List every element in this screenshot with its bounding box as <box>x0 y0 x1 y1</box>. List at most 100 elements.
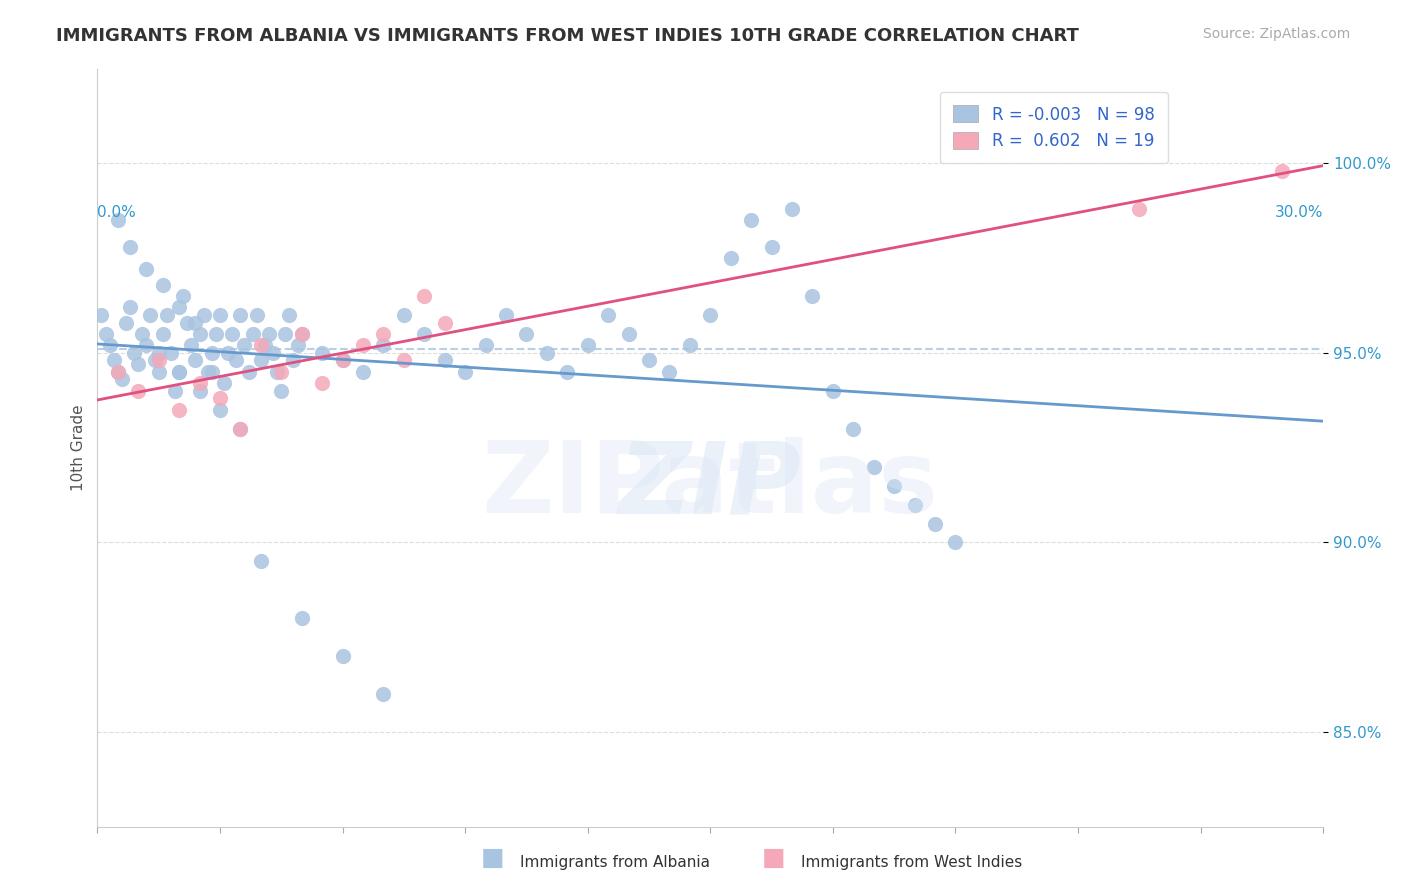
Point <box>740 213 762 227</box>
Point <box>127 384 149 398</box>
Point <box>139 308 162 322</box>
Point <box>167 365 190 379</box>
Point <box>167 301 190 315</box>
Point <box>278 308 301 322</box>
Point <box>98 338 121 352</box>
Text: Immigrants from West Indies: Immigrants from West Indies <box>801 855 1022 870</box>
Point <box>801 289 824 303</box>
Point <box>413 326 436 341</box>
Point <box>122 346 145 360</box>
Point <box>246 308 269 322</box>
Point <box>103 353 125 368</box>
Point <box>495 308 517 322</box>
Point <box>242 326 264 341</box>
Point <box>156 308 179 322</box>
Point <box>160 346 183 360</box>
Point <box>167 402 190 417</box>
Point <box>148 365 170 379</box>
Point <box>617 326 640 341</box>
Point <box>135 338 157 352</box>
Point <box>201 346 224 360</box>
Point <box>291 611 314 625</box>
Point <box>274 326 297 341</box>
Point <box>332 649 354 664</box>
Point <box>94 326 117 341</box>
Point <box>208 308 231 322</box>
Point <box>163 384 186 398</box>
Point <box>118 301 141 315</box>
Point <box>229 422 252 436</box>
Text: ■: ■ <box>481 846 503 870</box>
Point <box>249 554 271 568</box>
Point <box>311 346 333 360</box>
Point <box>229 422 252 436</box>
Point <box>332 353 354 368</box>
Point <box>311 376 333 391</box>
Point <box>107 365 129 379</box>
Y-axis label: 10th Grade: 10th Grade <box>72 404 86 491</box>
Point <box>188 326 211 341</box>
Point <box>291 326 314 341</box>
Point <box>262 346 284 360</box>
Point <box>176 316 198 330</box>
Point <box>433 353 456 368</box>
Point <box>118 240 141 254</box>
Point <box>658 365 681 379</box>
Point <box>413 289 436 303</box>
Text: ZIP: ZIP <box>619 437 801 534</box>
Point <box>679 338 702 352</box>
Point <box>217 346 239 360</box>
Text: 30.0%: 30.0% <box>1275 205 1323 220</box>
Point <box>208 392 231 406</box>
Point <box>148 353 170 368</box>
Point <box>373 687 395 701</box>
Point <box>924 516 946 531</box>
Text: Source: ZipAtlas.com: Source: ZipAtlas.com <box>1202 27 1350 41</box>
Point <box>167 365 190 379</box>
Point <box>883 478 905 492</box>
Point <box>188 376 211 391</box>
Point <box>115 316 138 330</box>
Point <box>1128 202 1150 216</box>
Point <box>212 376 235 391</box>
Point <box>904 498 927 512</box>
Point <box>197 365 219 379</box>
Text: Immigrants from Albania: Immigrants from Albania <box>520 855 710 870</box>
Point <box>249 353 271 368</box>
Point <box>180 338 202 352</box>
Point <box>253 338 276 352</box>
Point <box>221 326 243 341</box>
Point <box>842 422 865 436</box>
Point <box>373 326 395 341</box>
Point <box>392 308 415 322</box>
Point <box>433 316 456 330</box>
Point <box>208 402 231 417</box>
Point <box>780 202 803 216</box>
Point <box>699 308 721 322</box>
Point <box>205 326 228 341</box>
Point <box>238 365 260 379</box>
Point <box>172 289 194 303</box>
Point <box>148 346 170 360</box>
Point <box>107 365 129 379</box>
Point <box>373 338 395 352</box>
Point <box>352 338 374 352</box>
Legend: R = -0.003   N = 98, R =  0.602   N = 19: R = -0.003 N = 98, R = 0.602 N = 19 <box>941 92 1168 163</box>
Point <box>184 353 207 368</box>
Point <box>143 353 166 368</box>
Point <box>266 365 288 379</box>
Point <box>184 316 207 330</box>
Point <box>270 365 292 379</box>
Text: 0.0%: 0.0% <box>97 205 136 220</box>
Point <box>352 365 374 379</box>
Point <box>152 326 174 341</box>
Point <box>270 384 292 398</box>
Point <box>135 262 157 277</box>
Point <box>536 346 558 360</box>
Point <box>287 338 309 352</box>
Point <box>225 353 247 368</box>
Point <box>862 459 884 474</box>
Point <box>598 308 620 322</box>
Point <box>515 326 537 341</box>
Text: ZIPatlas: ZIPatlas <box>482 437 939 534</box>
